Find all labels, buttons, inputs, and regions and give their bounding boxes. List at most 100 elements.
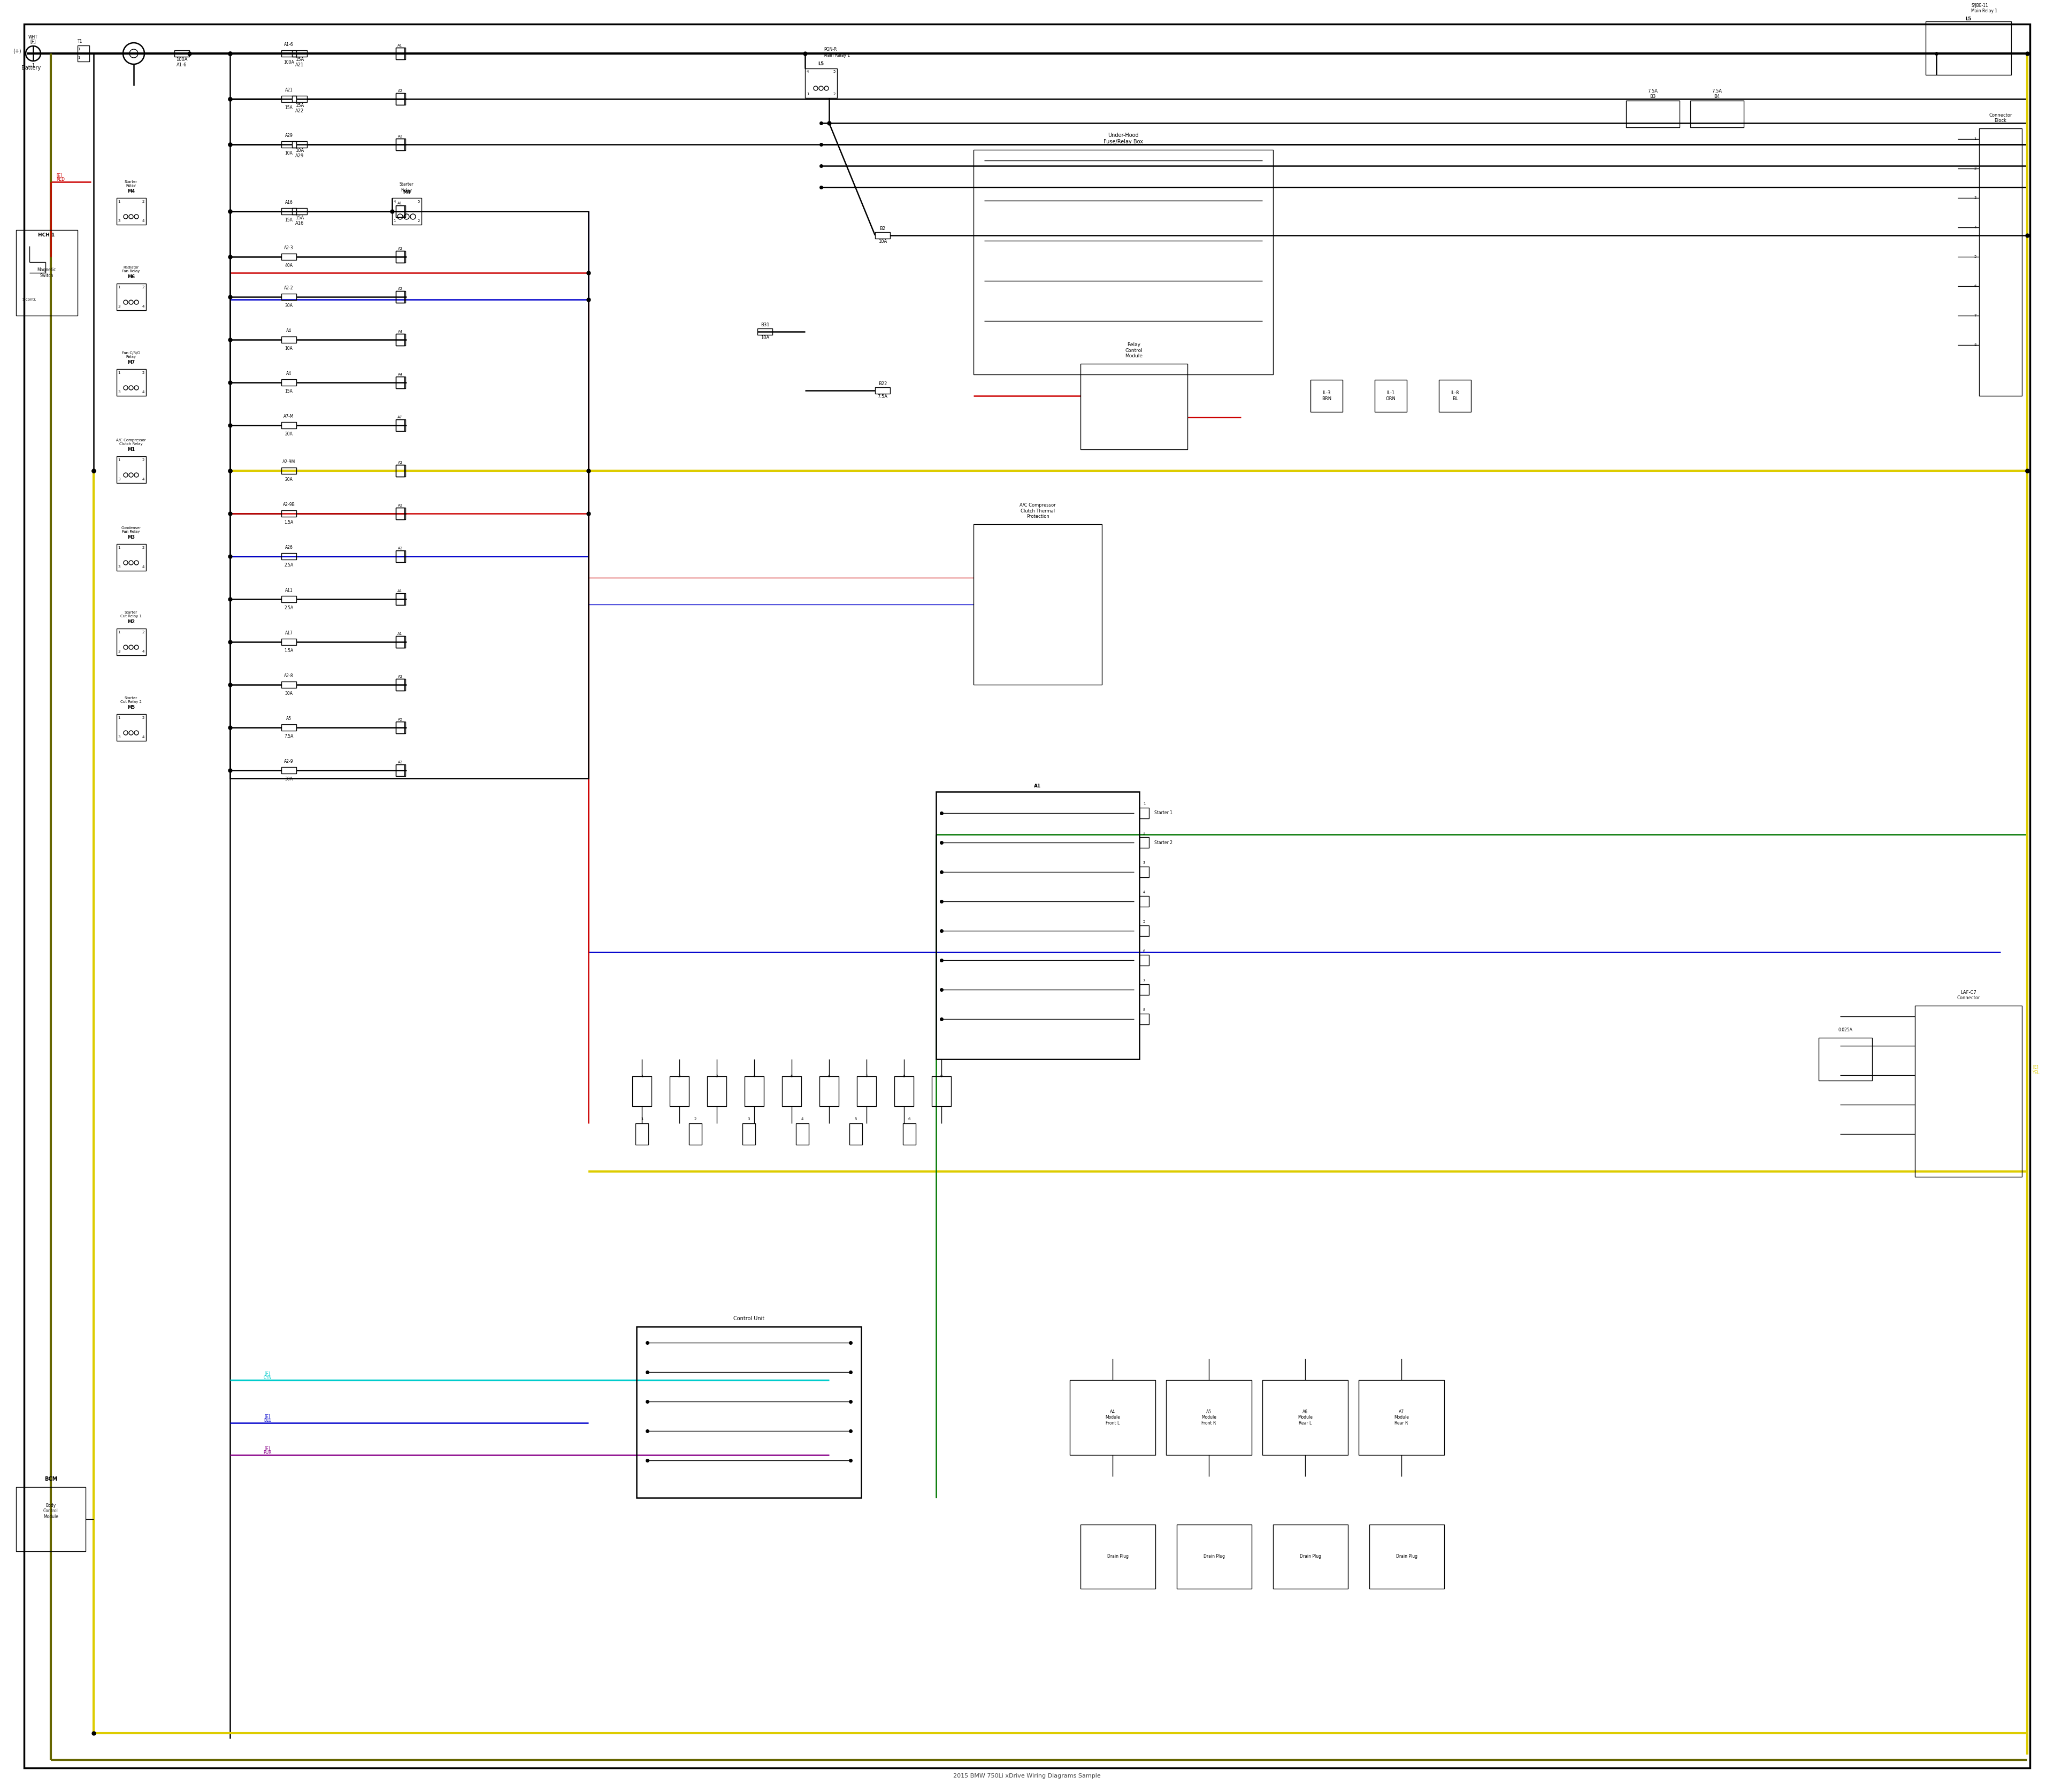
Text: Starter
Cut Relay 1: Starter Cut Relay 1 — [121, 611, 142, 618]
Text: 7: 7 — [1142, 978, 1146, 982]
Bar — [396, 48, 405, 59]
Text: BLU: BLU — [263, 1417, 271, 1423]
Bar — [633, 1077, 651, 1106]
Bar — [1914, 1005, 2021, 1177]
Text: 2: 2 — [834, 91, 836, 95]
Bar — [1080, 364, 1187, 450]
Bar — [292, 142, 306, 147]
Text: M7: M7 — [127, 360, 136, 366]
Text: 4: 4 — [142, 391, 144, 394]
Text: 3: 3 — [117, 391, 121, 394]
Text: 3: 3 — [117, 478, 121, 480]
Text: 8: 8 — [1142, 1009, 1146, 1011]
Bar — [396, 464, 405, 477]
Text: [E]: [E] — [265, 1446, 271, 1452]
Bar — [396, 636, 405, 647]
Bar — [893, 1077, 914, 1106]
Text: 2: 2 — [142, 371, 144, 375]
Text: 4: 4 — [1142, 891, 1146, 894]
Text: M3: M3 — [127, 536, 136, 539]
Text: 1: 1 — [117, 547, 121, 550]
Text: 1: 1 — [117, 285, 121, 289]
Text: A5: A5 — [398, 719, 403, 720]
Text: 1: 1 — [641, 1075, 643, 1077]
Bar — [707, 1077, 727, 1106]
Text: Starter
Relay: Starter Relay — [125, 181, 138, 186]
Text: BCM: BCM — [45, 1477, 58, 1482]
Text: L5: L5 — [817, 61, 824, 66]
Bar — [78, 45, 88, 61]
Text: IL-8
BL: IL-8 BL — [1450, 391, 1458, 401]
Text: 15A: 15A — [286, 106, 294, 109]
Bar — [281, 95, 296, 102]
Bar — [281, 767, 296, 774]
Bar — [117, 545, 146, 572]
Text: A2: A2 — [398, 547, 403, 550]
Text: A2: A2 — [398, 287, 403, 290]
Text: A1: A1 — [398, 43, 403, 47]
Text: IL-3
BRN: IL-3 BRN — [1321, 391, 1331, 401]
Text: M4: M4 — [127, 188, 136, 194]
Text: A5
Module
Front R: A5 Module Front R — [1202, 1410, 1216, 1425]
Text: 1: 1 — [117, 631, 121, 634]
Text: 8: 8 — [1974, 344, 1976, 346]
Text: 15A: 15A — [296, 215, 304, 220]
Text: 1: 1 — [392, 219, 396, 222]
Text: 2.5A: 2.5A — [283, 606, 294, 611]
Text: 2: 2 — [142, 631, 144, 634]
Text: A7-M: A7-M — [283, 414, 294, 419]
Bar — [281, 337, 296, 342]
Bar — [1140, 1014, 1148, 1025]
Bar — [670, 1077, 688, 1106]
Bar — [974, 525, 1101, 685]
Bar — [396, 333, 405, 346]
Bar — [396, 507, 405, 520]
Bar — [1627, 100, 1680, 127]
Text: 5: 5 — [834, 70, 836, 73]
Bar — [688, 1124, 702, 1145]
Text: Drain Plug: Drain Plug — [1107, 1554, 1128, 1559]
Text: A16: A16 — [296, 220, 304, 226]
Bar — [396, 464, 405, 477]
Text: A29: A29 — [286, 133, 294, 138]
Bar — [1140, 955, 1148, 966]
Text: A2-8: A2-8 — [283, 674, 294, 679]
Bar — [117, 715, 146, 740]
Bar — [396, 722, 405, 733]
Text: A/C Compressor
Clutch Thermal
Protection: A/C Compressor Clutch Thermal Protection — [1019, 504, 1056, 520]
Bar — [281, 50, 296, 57]
Text: A4: A4 — [286, 328, 292, 333]
Text: 1: 1 — [807, 91, 809, 95]
Text: 20A: 20A — [286, 432, 294, 437]
Bar — [1374, 380, 1407, 412]
Bar — [281, 554, 296, 559]
Bar — [396, 419, 405, 432]
Text: A2-9B: A2-9B — [283, 502, 296, 507]
Bar — [396, 376, 405, 389]
Text: HCH 1: HCH 1 — [39, 233, 55, 238]
Text: Condenser
Fan Relay: Condenser Fan Relay — [121, 527, 142, 534]
Bar — [637, 1326, 861, 1498]
Bar — [396, 550, 405, 563]
Text: L5: L5 — [1966, 16, 1972, 22]
Bar — [1440, 380, 1471, 412]
Text: WHT: WHT — [29, 34, 37, 39]
Text: A2: A2 — [398, 676, 403, 679]
Text: 3: 3 — [1142, 862, 1146, 864]
Text: 3: 3 — [1974, 197, 1976, 199]
Text: 3: 3 — [715, 1075, 719, 1077]
Text: A/C Compressor
Clutch Relay: A/C Compressor Clutch Relay — [117, 439, 146, 446]
Text: PGN-R
Main Relay 1: PGN-R Main Relay 1 — [824, 47, 850, 57]
Text: A22: A22 — [296, 108, 304, 113]
Text: 7.5A
B4: 7.5A B4 — [1711, 88, 1721, 99]
Bar — [292, 50, 306, 57]
Bar — [281, 468, 296, 473]
Text: Starter 2: Starter 2 — [1154, 840, 1173, 844]
Bar — [396, 251, 405, 263]
Text: A2: A2 — [398, 461, 403, 464]
Bar — [850, 1124, 863, 1145]
Text: A7
Module
Rear R: A7 Module Rear R — [1395, 1410, 1409, 1425]
Text: A4
Module
Front L: A4 Module Front L — [1105, 1410, 1119, 1425]
Text: A2-9: A2-9 — [283, 760, 294, 763]
Text: A2-3: A2-3 — [283, 246, 294, 251]
